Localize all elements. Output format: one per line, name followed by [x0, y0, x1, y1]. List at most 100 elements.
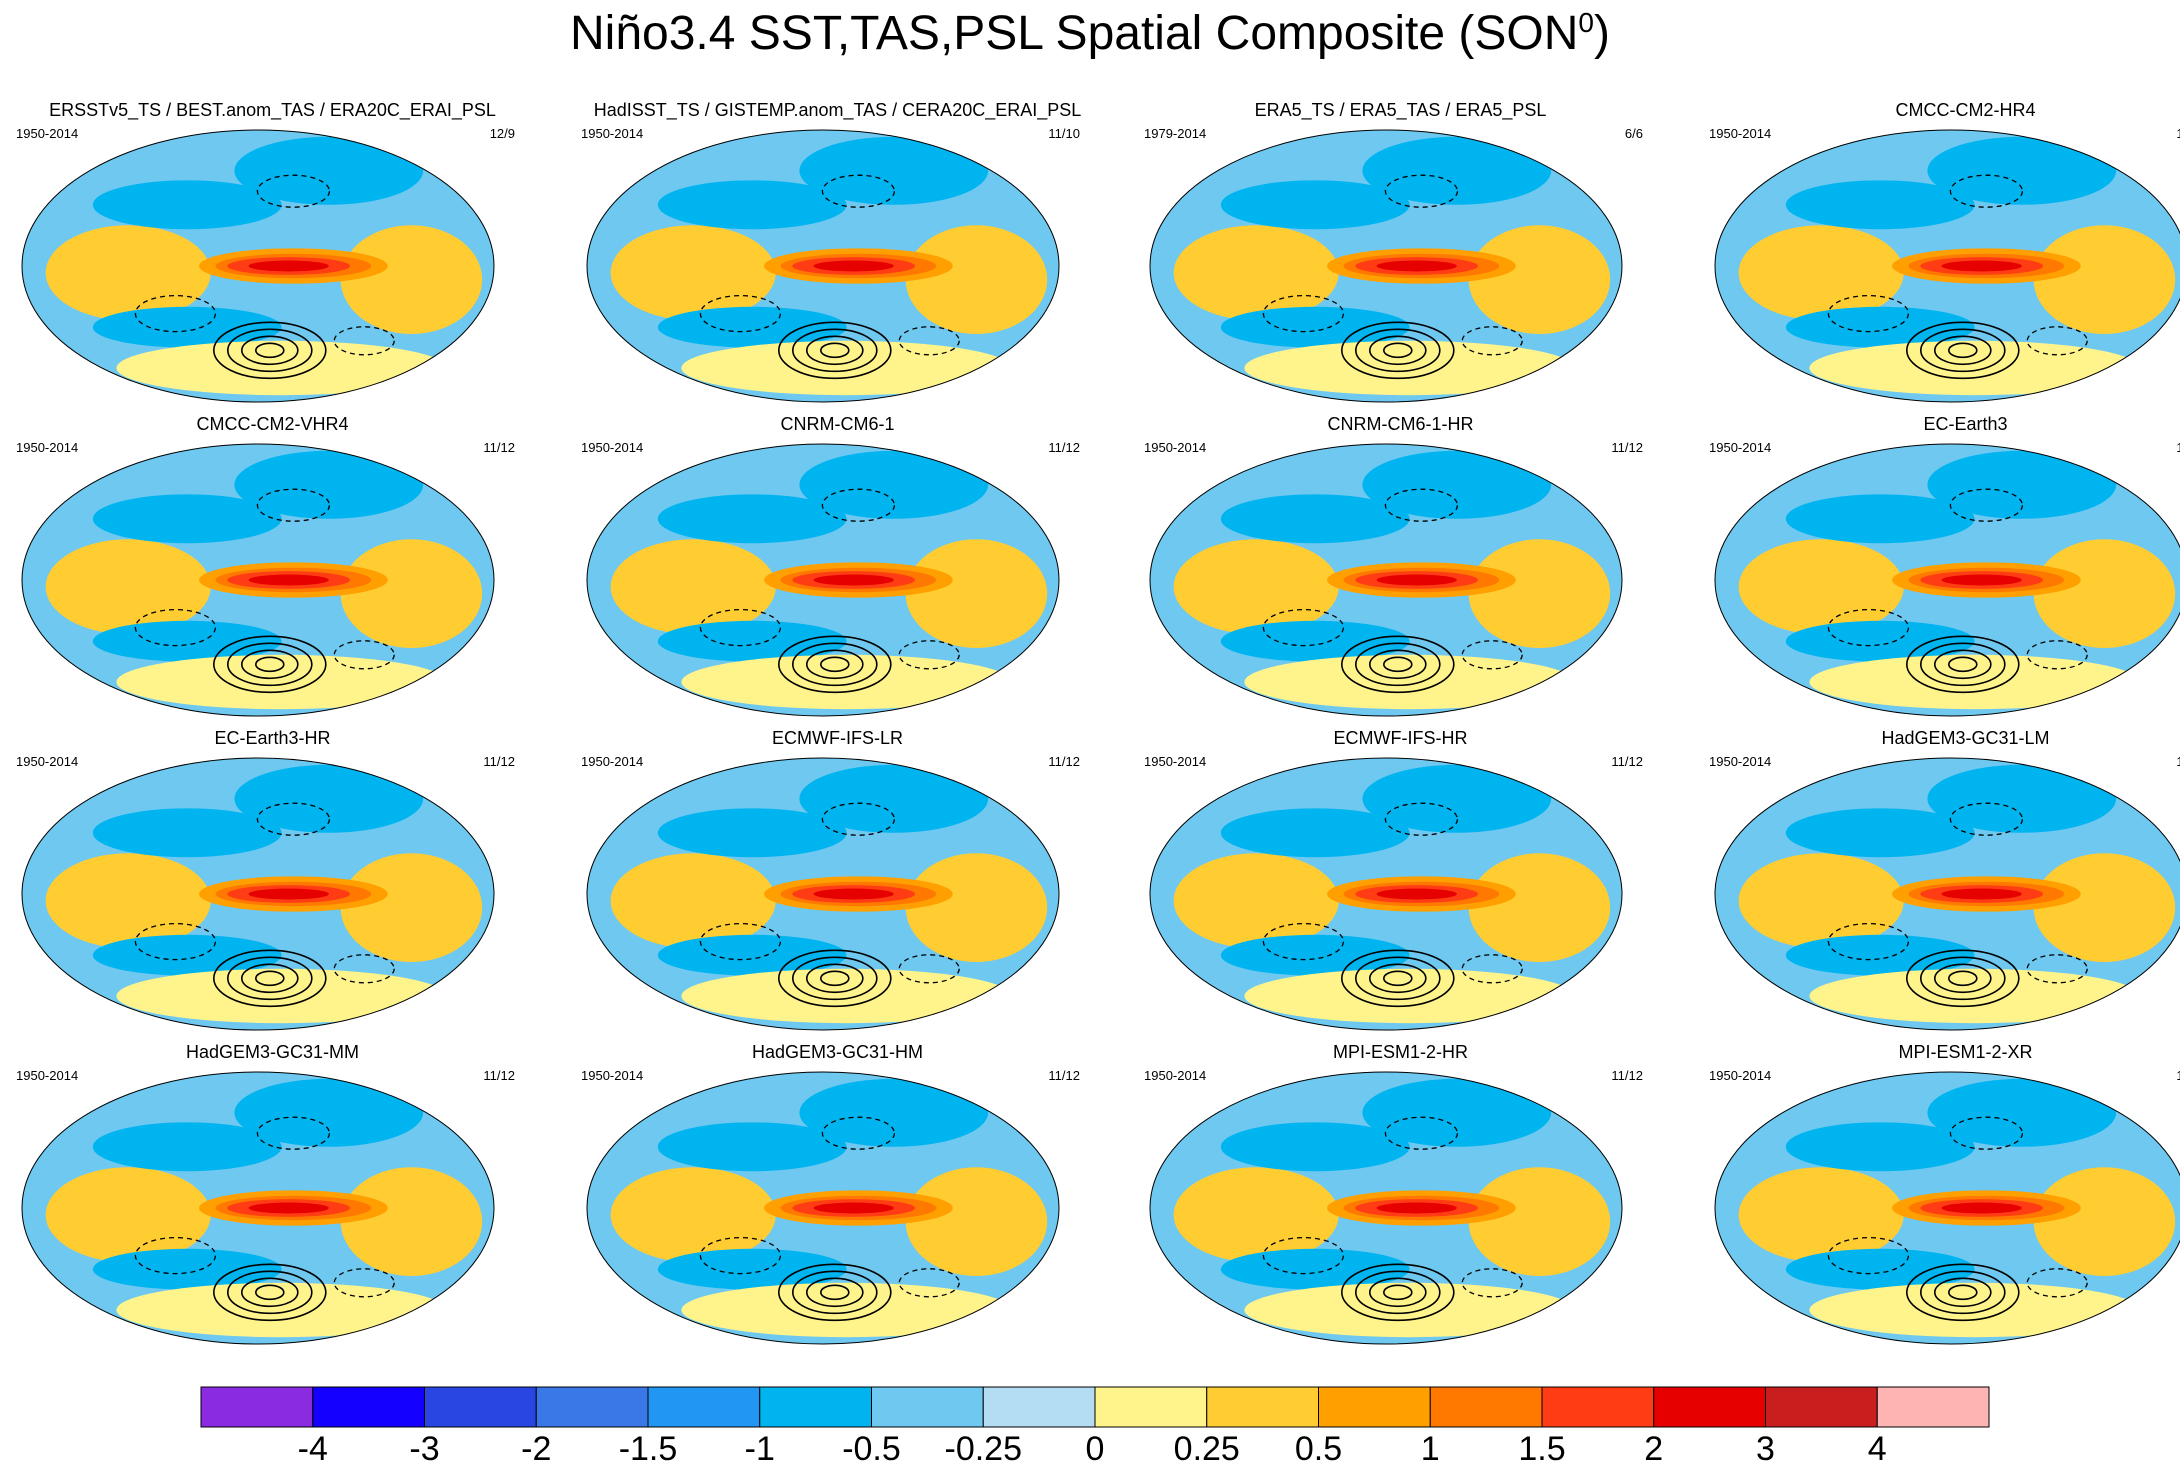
- colorbar-swatch: [1429, 1386, 1543, 1428]
- psl-contour-positive: [1906, 635, 2020, 694]
- cool-anomaly-region: [234, 450, 424, 519]
- map-outline: [1714, 1071, 2180, 1345]
- panel-title: ECMWF-IFS-LR: [772, 728, 903, 748]
- psl-contour-negative: [1949, 802, 2024, 836]
- psl-contour-negative: [1384, 488, 1459, 522]
- cool-anomaly-region: [799, 764, 989, 833]
- enso-tongue-core: [813, 260, 894, 272]
- panel-count: 11/12: [483, 1068, 515, 1083]
- panel-period: 1950-2014: [16, 126, 79, 141]
- map-outline: [1149, 1071, 1623, 1345]
- warm-anomaly-region: [681, 340, 1012, 396]
- psl-contour-positive: [241, 649, 299, 680]
- map-outline: [586, 757, 1060, 1031]
- enso-tongue-core: [1941, 1202, 2022, 1214]
- panel-title: MPI-ESM1-2-XR: [1898, 1042, 2033, 1062]
- warm-anomaly-region: [45, 539, 211, 635]
- map-outline: [1149, 443, 1623, 717]
- colorbar-tick-label: -0.5: [842, 1430, 901, 1468]
- psl-contour-positive: [255, 656, 285, 673]
- global-map: [1149, 757, 1623, 1031]
- enso-tongue-core: [248, 574, 329, 586]
- panel-period: 1950-2014: [1709, 126, 1772, 141]
- cool-anomaly-region: [92, 306, 282, 348]
- panel-title: CNRM-CM6-1-HR: [1327, 414, 1474, 434]
- warm-anomaly-region: [905, 225, 1048, 334]
- cool-anomaly-region: [1362, 450, 1552, 519]
- psl-contour-positive: [227, 1270, 313, 1315]
- warm-anomaly-region: [340, 539, 483, 648]
- psl-contour-positive: [1934, 335, 1992, 366]
- cool-anomaly-region: [1927, 1078, 2117, 1147]
- global-map: [1714, 1071, 2180, 1345]
- map-outline: [1714, 757, 2180, 1031]
- psl-contour-negative: [821, 174, 896, 208]
- cool-anomaly-region: [1785, 306, 1975, 348]
- warm-anomaly-region: [1244, 654, 1575, 710]
- psl-contour-positive: [1341, 635, 1455, 694]
- psl-contour-positive: [1920, 1270, 2006, 1315]
- cool-anomaly-region: [1220, 620, 1410, 662]
- psl-contour-positive: [1906, 321, 2020, 380]
- warm-anomaly-region: [681, 1282, 1012, 1338]
- warm-anomaly-region: [45, 853, 211, 949]
- psl-contour-negative: [333, 1268, 395, 1298]
- map-panel: HadISST_TS / GISTEMP.anom_TAS / CERA20C_…: [565, 100, 1110, 410]
- enso-tongue-core: [813, 1202, 894, 1214]
- enso-tongue-core: [1376, 1202, 1457, 1214]
- panel-count: 11/12: [1048, 1068, 1080, 1083]
- map-outline: [21, 1071, 495, 1345]
- psl-contour-negative: [898, 1268, 960, 1298]
- panel-title: HadGEM3-GC31-MM: [185, 1042, 360, 1062]
- panel-period: 1950-2014: [16, 754, 79, 769]
- psl-contour-negative: [821, 802, 896, 836]
- panel-period: 1950-2014: [1144, 440, 1207, 455]
- psl-contour-negative: [821, 488, 896, 522]
- enso-tongue-core: [248, 1202, 329, 1214]
- cool-anomaly-region: [1785, 808, 1975, 858]
- colorbar-swatch: [759, 1386, 872, 1428]
- psl-contour-positive: [1948, 342, 1978, 359]
- colorbar-swatch: [312, 1386, 425, 1428]
- map-outline: [21, 757, 495, 1031]
- warm-anomaly-region: [610, 539, 776, 635]
- enso-tongue-core: [248, 888, 329, 900]
- colorbar-swatch: [1094, 1386, 1208, 1428]
- cool-anomaly-region: [1362, 764, 1552, 833]
- psl-contour-negative: [1949, 174, 2024, 208]
- enso-tongue-core: [813, 888, 894, 900]
- colorbar-tick-label: -1: [744, 1430, 775, 1468]
- cool-anomaly-region: [1927, 764, 2117, 833]
- global-map: [1714, 129, 2180, 403]
- cool-anomaly-region: [1362, 136, 1552, 205]
- psl-contour-negative: [1384, 802, 1459, 836]
- cool-anomaly-region: [1785, 1248, 1975, 1290]
- psl-contour-positive: [820, 656, 850, 673]
- warm-anomaly-region: [905, 1167, 1048, 1276]
- map-panel: EC-Earth3-HR 1950-2014 11/12: [0, 728, 545, 1038]
- psl-contour-positive: [820, 1284, 850, 1301]
- panel-title: CNRM-CM6-1: [780, 414, 895, 434]
- psl-contour-negative: [1827, 294, 1910, 333]
- psl-contour-positive: [792, 328, 878, 373]
- psl-contour-negative: [256, 802, 331, 836]
- cool-anomaly-region: [1220, 306, 1410, 348]
- warm-anomaly-region: [1738, 539, 1904, 635]
- colorbar-tick-label: 3: [1756, 1430, 1775, 1468]
- map-panel: CMCC-CM2-HR4 1950-2014 11/12: [1693, 100, 2180, 410]
- psl-contour-positive: [820, 970, 850, 987]
- warm-anomaly-region: [1173, 853, 1339, 949]
- warm-anomaly-region: [1173, 1167, 1339, 1263]
- panel-title: MPI-ESM1-2-HR: [1332, 1042, 1468, 1062]
- warm-anomaly-region: [1468, 539, 1611, 648]
- warm-anomaly-region: [2033, 225, 2176, 334]
- colorbar: [200, 1386, 1990, 1428]
- cool-anomaly-region: [1785, 494, 1975, 544]
- colorbar-labels: -4 -3 -2 -1.5 -1 -0.5 -0.25 0 0.25 0.5 1 1.5 2 3 4: [0, 1430, 2180, 1474]
- psl-contour-positive: [255, 1284, 285, 1301]
- psl-contour-negative: [1384, 174, 1459, 208]
- psl-contour-negative: [1262, 294, 1345, 333]
- colorbar-swatch: [1653, 1386, 1766, 1428]
- warm-anomaly-region: [116, 654, 447, 710]
- panel-title: EC-Earth3: [1923, 414, 2008, 434]
